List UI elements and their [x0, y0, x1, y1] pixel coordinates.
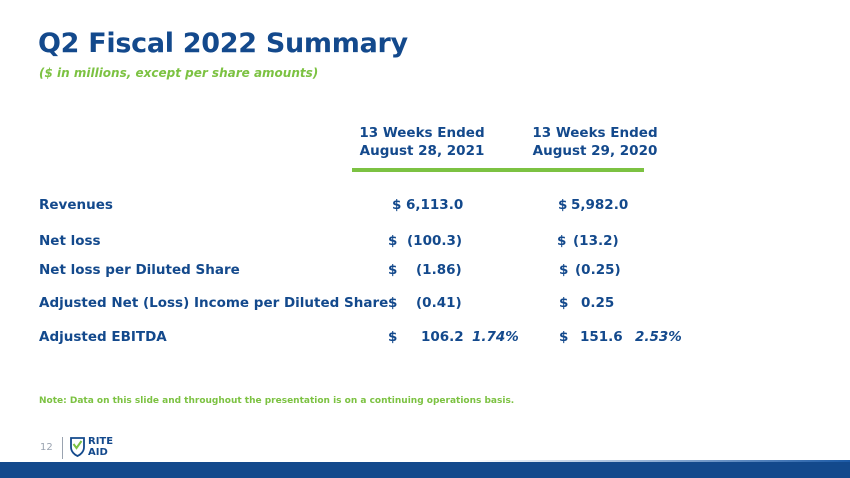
rite-aid-logo: RITE AID: [70, 436, 116, 460]
row-adjusted-ebitda-2021-value: 106.2: [421, 329, 464, 345]
row-label-adjusted-net-income-per-share: Adjusted Net (Loss) Income per Diluted S…: [39, 295, 389, 311]
row-revenues-2020-currency: $: [558, 197, 568, 213]
footer-divider: [62, 437, 63, 459]
row-net-loss-2020-value: (13.2): [573, 233, 619, 249]
logo-line2: AID: [88, 447, 108, 458]
page-title: Q2 Fiscal 2022 Summary: [38, 28, 408, 59]
row-label-net-loss-per-share: Net loss per Diluted Share: [39, 262, 240, 278]
row-label-adjusted-ebitda: Adjusted EBITDA: [39, 329, 167, 345]
row-net-loss-per-share-2020-value: (0.25): [575, 262, 621, 278]
row-adjusted-ebitda-2021-currency: $: [388, 329, 398, 345]
row-adjusted-ebitda-2020-margin: 2.53%: [635, 329, 682, 345]
row-adjusted-ebitda-2020-currency: $: [559, 329, 569, 345]
row-adjusted-net-income-2020-value: 0.25: [581, 295, 615, 311]
row-net-loss-per-share-2020-currency: $: [559, 262, 569, 278]
footnote: Note: Data on this slide and throughout …: [39, 396, 515, 406]
row-label-net-loss: Net loss: [39, 233, 101, 249]
row-adjusted-net-income-2021-currency: $: [388, 295, 398, 311]
row-adjusted-ebitda-2020-value: 151.6: [580, 329, 623, 345]
column-header-2020-line2: August 29, 2020: [532, 143, 658, 159]
row-net-loss-2021-currency: $: [388, 233, 398, 249]
bottom-bar-accent: [0, 460, 850, 462]
row-revenues-2021-currency: $: [392, 197, 402, 213]
row-adjusted-net-income-2020-currency: $: [559, 295, 569, 311]
row-net-loss-per-share-2021-value: (1.86): [416, 262, 462, 278]
row-net-loss-2020-currency: $: [557, 233, 567, 249]
column-header-2021-line1: 13 Weeks Ended: [359, 125, 485, 141]
row-adjusted-net-income-2021-value: (0.41): [416, 295, 462, 311]
row-net-loss-2021-value: (100.3): [407, 233, 463, 249]
row-revenues-2020-value: 5,982.0: [571, 197, 629, 213]
page-subtitle: ($ in millions, except per share amounts…: [39, 66, 319, 80]
rite-aid-shield-icon: [70, 437, 85, 457]
column-header-2021-line2: August 28, 2021: [359, 143, 485, 159]
header-divider: [352, 168, 644, 172]
row-revenues-2021-value: 6,113.0: [406, 197, 464, 213]
row-net-loss-per-share-2021-currency: $: [388, 262, 398, 278]
column-header-2020: 13 Weeks Ended August 29, 2020: [510, 124, 680, 160]
bottom-bar: [0, 462, 850, 478]
row-adjusted-ebitda-2021-margin: 1.74%: [472, 329, 519, 345]
column-header-2021: 13 Weeks Ended August 28, 2021: [337, 124, 507, 160]
logo-line1: RITE: [88, 436, 114, 447]
column-header-2020-line1: 13 Weeks Ended: [532, 125, 658, 141]
logo-wordmark: RITE AID: [88, 436, 113, 458]
page-number: 12: [40, 442, 53, 453]
row-label-revenues: Revenues: [39, 197, 113, 213]
